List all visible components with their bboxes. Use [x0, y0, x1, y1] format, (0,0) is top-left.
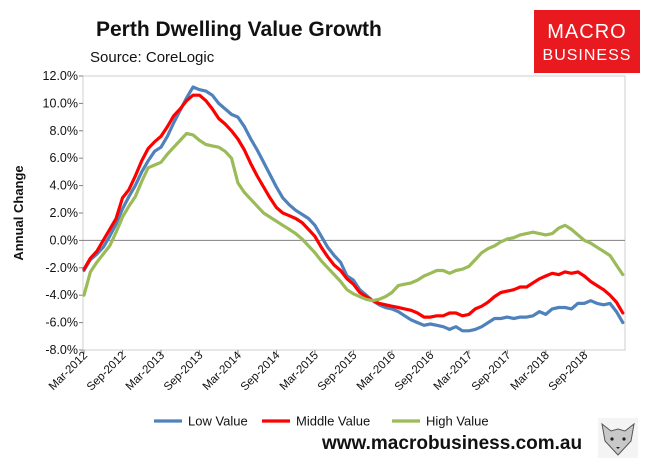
legend-label: Low Value — [188, 414, 248, 429]
plot-area — [82, 75, 626, 351]
legend-label: Middle Value — [296, 414, 370, 429]
y-tick-label: -8.0% — [45, 343, 78, 357]
fox-eye-right-icon — [622, 437, 626, 441]
x-axis: Mar-2012Sep-2012Mar-2013Sep-2013Mar-2014… — [47, 349, 591, 393]
series-line-low-value — [82, 85, 625, 333]
x-tick-label: Sep-2016 — [393, 350, 437, 394]
legend-label: High Value — [426, 414, 489, 429]
x-tick-label: Sep-2013 — [162, 350, 206, 394]
y-tick-label: 0.0% — [50, 233, 79, 247]
fox-logo — [598, 418, 638, 458]
x-tick-label: Sep-2017 — [470, 350, 514, 394]
y-tick-label: 6.0% — [50, 151, 79, 165]
macrobusiness-logo: MACRO BUSINESS — [534, 10, 640, 73]
logo-line-1: MACRO — [547, 21, 626, 43]
fox-eye-left-icon — [610, 437, 614, 441]
y-tick-label: 12.0% — [43, 69, 78, 83]
y-tick-label: -4.0% — [45, 288, 78, 302]
series-line-middle-value — [82, 93, 625, 319]
logo-line-2: BUSINESS — [543, 47, 632, 64]
series-line-high-value — [82, 131, 625, 303]
y-tick-label: 10.0% — [43, 96, 78, 110]
chart-title: Perth Dwelling Value Growth — [96, 18, 382, 41]
y-axis: 12.0% 10.0% 8.0% 6.0% 4.0% 2.0% 0.0% -2.0% -4.0%… — [43, 69, 625, 357]
y-tick-label: 2.0% — [50, 206, 79, 220]
x-tick-label: Mar-2013 — [124, 350, 167, 393]
website-url: www.macrobusiness.com.au — [321, 433, 582, 454]
y-tick-label: -6.0% — [45, 316, 78, 330]
x-tick-label: Mar-2018 — [509, 350, 552, 393]
x-tick-label: Sep-2012 — [85, 350, 129, 394]
x-tick-label: Mar-2014 — [201, 349, 245, 393]
y-tick-label: 4.0% — [50, 179, 79, 193]
x-tick-label: Mar-2016 — [355, 350, 398, 393]
x-tick-label: Sep-2015 — [316, 350, 360, 394]
logo-background — [534, 10, 640, 73]
series-layer — [82, 85, 625, 333]
x-tick-label: Sep-2018 — [547, 350, 591, 394]
x-tick-label: Mar-2015 — [278, 350, 321, 393]
chart-subtitle: Source: CoreLogic — [90, 49, 215, 66]
legend: Low Value Middle Value High Value — [154, 414, 489, 429]
y-axis-label: Annual Change — [11, 165, 26, 260]
x-tick-label: Sep-2014 — [239, 349, 283, 393]
y-tick-label: 8.0% — [50, 124, 79, 138]
fox-nose-icon — [616, 447, 620, 449]
plot-frame — [82, 75, 626, 351]
x-tick-label: Mar-2017 — [432, 350, 475, 393]
y-tick-label: -2.0% — [45, 261, 78, 275]
fox-face-icon — [601, 422, 635, 456]
